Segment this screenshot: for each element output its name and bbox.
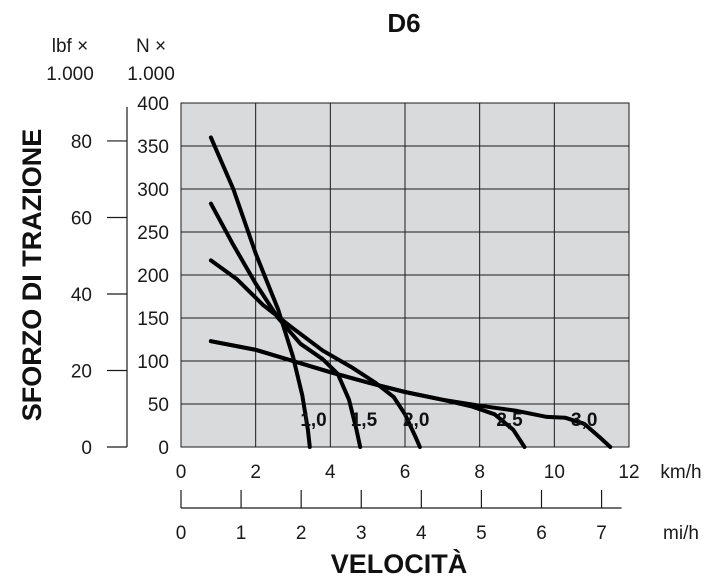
- y-tick-label-newton: 200: [137, 266, 169, 287]
- x-tick-label-mih: 6: [536, 523, 547, 544]
- x-axis-mih: 0 1 2 3 4 5 6 7: [176, 490, 622, 544]
- chart-title: D6: [387, 8, 420, 38]
- x-tick-label-mih: 3: [356, 523, 367, 544]
- series-line-2-0: [208, 258, 422, 449]
- x-axis-label: VELOCITÀ: [331, 548, 468, 579]
- y-ticks-newton: 400 350 300 250 200 150 100 50 0: [137, 94, 169, 459]
- series-curves: [208, 135, 613, 449]
- n-scale-label: 1.000: [127, 64, 175, 85]
- x-tick-label-mih: 7: [596, 523, 607, 544]
- series-line-1-5: [208, 201, 363, 449]
- y-tick-label-newton: 250: [137, 223, 169, 244]
- series-line-3-0: [208, 339, 613, 449]
- y-tick-label-newton: 400: [137, 94, 169, 115]
- lbf-unit-label: lbf ×: [52, 36, 88, 57]
- series-line-1-0: [208, 135, 312, 449]
- x-tick-label-mih: 0: [176, 523, 187, 544]
- y-tick-label-newton: 350: [137, 137, 169, 158]
- x-tick-label-mih: 1: [236, 523, 247, 544]
- y-tick-label-newton: 150: [137, 309, 169, 330]
- x-tick-label-kmh: 6: [400, 462, 411, 483]
- y-axis-lbf: 80 60 40 20 0: [71, 106, 128, 459]
- n-unit-label: N ×: [136, 36, 166, 57]
- y-tick-label-newton: 50: [148, 395, 169, 416]
- series-label: 1,0: [300, 410, 326, 431]
- x-tick-label-mih: 5: [476, 523, 487, 544]
- x-tick-label-kmh: 12: [618, 462, 639, 483]
- series-labels: 1,0 1,5 2,0 2,5 3,0: [300, 410, 597, 431]
- y-tick-label-lbf: 40: [71, 285, 92, 306]
- y-tick-label-lbf: 60: [71, 208, 92, 229]
- y-tick-label-lbf: 20: [71, 361, 92, 382]
- x-tick-label-mih: 2: [296, 523, 307, 544]
- grid-lines: [181, 103, 629, 447]
- series-label: 2,0: [403, 410, 429, 431]
- x-tick-label-kmh: 8: [474, 462, 485, 483]
- kmh-unit-label: km/h: [660, 462, 701, 483]
- x-tick-label-kmh: 0: [176, 462, 187, 483]
- series-label: 1,5: [351, 410, 378, 431]
- series-label: 2,5: [496, 410, 523, 431]
- x-tick-label-mih: 4: [416, 523, 427, 544]
- y-tick-label-newton: 100: [137, 352, 169, 373]
- y-tick-label-newton: 300: [137, 180, 169, 201]
- series-label: 3,0: [571, 410, 597, 431]
- y-tick-label-lbf: 0: [81, 438, 92, 459]
- x-ticks-kmh: 0 2 4 6 8 10 12: [176, 462, 640, 483]
- x-tick-label-kmh: 4: [325, 462, 336, 483]
- y-tick-label-lbf: 80: [71, 132, 92, 153]
- y-axis-label: SFORZO DI TRAZIONE: [17, 129, 47, 422]
- mih-unit-label: mi/h: [663, 523, 699, 544]
- y-tick-label-newton: 0: [158, 438, 169, 459]
- lbf-scale-label: 1.000: [46, 64, 94, 85]
- x-tick-label-kmh: 10: [544, 462, 565, 483]
- x-tick-label-kmh: 2: [250, 462, 261, 483]
